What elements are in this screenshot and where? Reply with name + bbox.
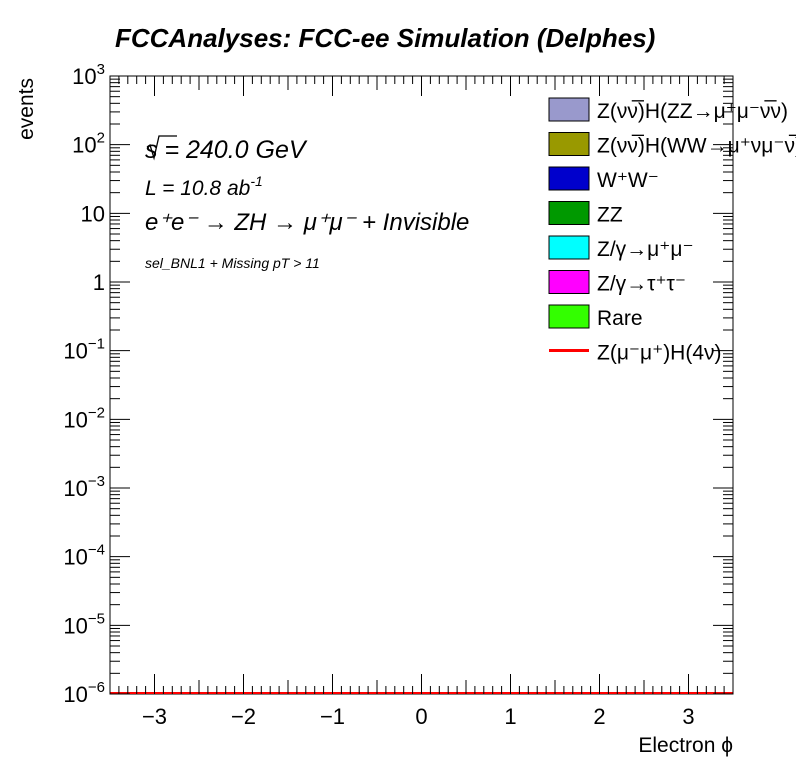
legend-label: Z/γ→τ⁺τ⁻ (597, 273, 686, 296)
legend-swatch (548, 97, 590, 122)
annotation-group: s = 240.0 GeV L = 10.8 ab-1 e⁺e⁻ → ZH → … (145, 135, 469, 271)
y-tick-exponent: −6 (88, 679, 105, 696)
legend-swatch (548, 235, 590, 260)
legend-label: Z(νν̅)H(WW→μ⁺νμ⁻ν̅) (597, 135, 796, 158)
x-tick-label: −2 (231, 704, 256, 729)
y-tick-label: 103 (72, 61, 105, 89)
x-tick-label: 2 (593, 704, 605, 729)
y-tick-exponent: −3 (88, 473, 105, 490)
y-tick-label: 10−3 (63, 473, 105, 501)
y-tick-label: 10−6 (63, 679, 105, 707)
legend-label: Rare (597, 307, 643, 330)
y-tick-label: 10 (81, 201, 105, 226)
luminosity-annotation: L = 10.8 ab-1 (145, 173, 263, 200)
y-tick-base: 10 (63, 407, 87, 432)
y-tick-exponent: −1 (88, 336, 105, 353)
luminosity-exponent: -1 (250, 173, 262, 189)
y-tick-base: 10 (81, 201, 105, 226)
legend-label: Z(μ⁻μ⁺)H(4ν) (597, 342, 722, 365)
luminosity-text: L = 10.8 ab (145, 177, 251, 200)
x-axis-label: Electron ϕ (638, 734, 733, 757)
x-tick-label: 0 (415, 704, 427, 729)
legend-label: Z/γ→μ⁺μ⁻ (597, 238, 694, 261)
legend-swatch (548, 166, 590, 191)
y-tick-label: 102 (72, 130, 105, 158)
legend-label: Z(νν̅)H(ZZ→μ⁺μ⁻ν̅ν) (597, 100, 788, 123)
y-tick-exponent: 2 (97, 130, 105, 147)
legend-swatch (548, 304, 590, 329)
x-tick-label: 1 (504, 704, 516, 729)
y-tick-base: 10 (72, 133, 96, 158)
selection-annotation: sel_BNL1 + Missing pT > 11 (145, 255, 320, 271)
legend-swatch (548, 270, 590, 294)
y-tick-base: 10 (63, 613, 87, 638)
x-tick-label: −1 (320, 704, 345, 729)
x-tick-label: −3 (142, 704, 167, 729)
y-tick-base: 10 (63, 682, 87, 707)
y-tick-base: 10 (72, 64, 96, 89)
y-tick-exponent: −4 (88, 542, 105, 559)
sqrt-symbol (146, 135, 177, 161)
y-tick-base: 10 (63, 545, 87, 570)
y-tick-base: 10 (63, 339, 87, 364)
y-tick-exponent: −2 (88, 404, 105, 421)
legend-swatch (548, 201, 590, 225)
y-tick-base: 1 (93, 270, 105, 295)
x-tick-label: 3 (682, 704, 694, 729)
x-ticks-group: −3 −2 −1 0 1 2 3 (109, 76, 734, 729)
y-tick-label: 10−5 (63, 610, 105, 638)
legend-label: ZZ (597, 204, 623, 227)
legend-swatch (548, 132, 590, 156)
legend-label: W⁺W⁻ (597, 169, 659, 192)
y-tick-base: 10 (63, 476, 87, 501)
y-tick-label: 1 (93, 270, 105, 295)
y-tick-exponent: −5 (88, 610, 105, 627)
sqrt-s-annotation: s = 240.0 GeV (145, 136, 308, 164)
legend: Z(νν̅)H(ZZ→μ⁺μ⁻ν̅ν) Z(νν̅)H(WW→μ⁺νμ⁻ν̅) W⁺… (548, 97, 796, 365)
process-annotation: e⁺e⁻ → ZH → μ⁺μ⁻ + Invisible (145, 209, 469, 236)
y-tick-exponent: 3 (97, 61, 105, 78)
chart-title: FCCAnalyses: FCC-ee Simulation (Delphes) (115, 23, 655, 53)
y-tick-label: 10−4 (63, 542, 105, 570)
y-tick-label: 10−1 (63, 336, 105, 364)
y-axis-label: events (15, 78, 38, 140)
y-tick-label: 10−2 (63, 404, 105, 432)
